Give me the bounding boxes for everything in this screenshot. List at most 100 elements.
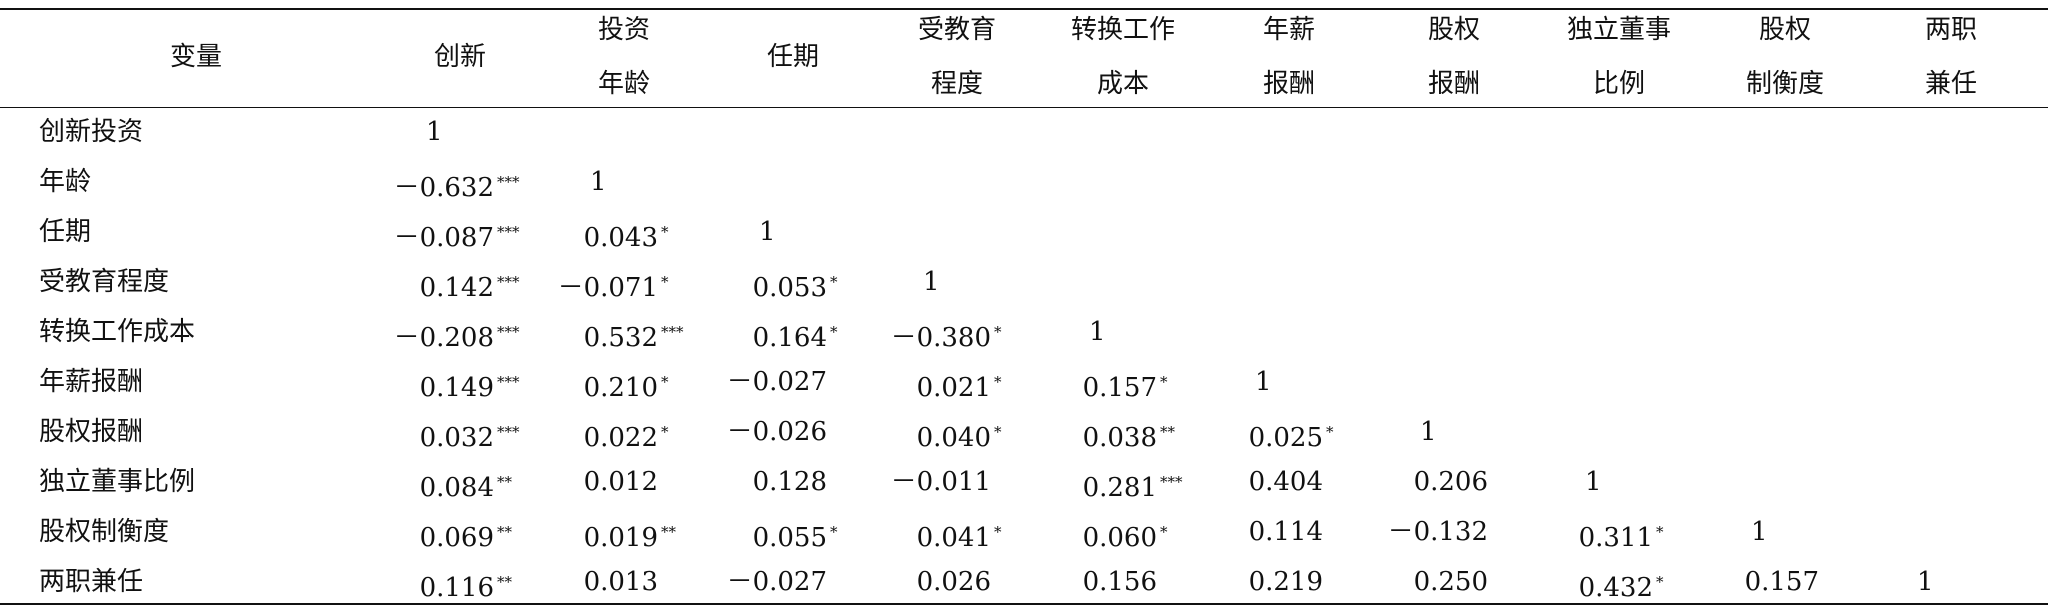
header-cell: 兼任 — [1924, 69, 1977, 99]
significance: * — [1160, 373, 1168, 391]
cell-value: 1 — [1585, 467, 1602, 497]
cell-value: 0.281 — [1082, 473, 1157, 503]
cell-value: 0.019 — [583, 523, 658, 553]
cell-value: 0.219 — [1248, 567, 1323, 597]
header-cell: 独立董事 — [1566, 15, 1671, 45]
header-rule — [0, 107, 2048, 108]
cell-value: 0.012 — [583, 467, 658, 497]
significance: ** — [497, 573, 512, 591]
header-cell: 比例 — [1592, 69, 1645, 99]
cell: 0.128 — [753, 467, 827, 497]
significance: * — [830, 273, 838, 291]
cell: －0.087 *** — [394, 217, 520, 253]
cell: 0.032 *** — [420, 417, 520, 453]
cell-value: －0.632 — [393, 173, 494, 203]
cell: 0.149 *** — [420, 367, 520, 403]
cell-value: 0.156 — [1082, 567, 1157, 597]
cell-value: －0.380 — [890, 323, 991, 353]
cell: 0.055 * — [753, 517, 838, 553]
significance: * — [830, 323, 838, 341]
significance: * — [994, 423, 1002, 441]
cell: 1 — [1917, 567, 1934, 597]
cell: 1 — [923, 267, 940, 297]
cell-value: 0.114 — [1248, 517, 1323, 547]
cell: 0.432 * — [1579, 567, 1664, 603]
cell: －0.632 *** — [394, 167, 520, 203]
significance: * — [1160, 523, 1168, 541]
cell-value: 0.055 — [752, 523, 827, 553]
cell: 1 — [426, 117, 443, 147]
significance: * — [994, 323, 1002, 341]
significance: * — [830, 523, 838, 541]
cell: 0.142 *** — [420, 267, 520, 303]
header-cell: 两职 — [1924, 15, 1977, 45]
header-cell: 程度 — [930, 69, 983, 99]
header-cell: 创新 — [433, 42, 486, 72]
significance: *** — [497, 423, 520, 441]
cell: 1 — [1255, 367, 1272, 397]
significance: * — [1656, 523, 1664, 541]
significance: * — [994, 373, 1002, 391]
significance: *** — [497, 173, 520, 191]
cell: －0.132 — [1388, 517, 1488, 547]
row-label: 独立董事比例 — [39, 467, 196, 497]
cell: 0.043 * — [584, 217, 669, 253]
significance: ** — [497, 523, 512, 541]
cell-value: －0.087 — [393, 223, 494, 253]
significance: *** — [661, 323, 684, 341]
cell-value: 0.060 — [1082, 523, 1157, 553]
cell: －0.208 *** — [394, 317, 520, 353]
header-cell: 年龄 — [597, 69, 650, 99]
cell: 0.114 — [1249, 517, 1323, 547]
cell: 1 — [590, 167, 607, 197]
cell-value: 0.128 — [752, 467, 827, 497]
cell: －0.011 — [891, 467, 991, 497]
cell-value: 0.404 — [1248, 467, 1323, 497]
row-label: 受教育程度 — [39, 267, 170, 297]
cell: 0.206 — [1414, 467, 1488, 497]
significance: * — [661, 223, 669, 241]
significance: *** — [497, 323, 520, 341]
cell: 0.069 ** — [420, 517, 512, 553]
cell: 0.210 * — [584, 367, 669, 403]
top-rule — [0, 8, 2048, 10]
cell-value: 0.432 — [1578, 573, 1653, 603]
cell: －0.027 — [727, 567, 827, 597]
cell-value: －0.208 — [393, 323, 494, 353]
cell: －0.380 * — [891, 317, 1002, 353]
significance: *** — [497, 273, 520, 291]
cell-value: 0.157 — [1744, 567, 1819, 597]
cell: 0.157 — [1745, 567, 1819, 597]
cell: －0.027 — [727, 367, 827, 397]
cell-value: 0.022 — [583, 423, 658, 453]
header-cell: 投资 — [597, 15, 650, 45]
cell-value: 0.210 — [583, 373, 658, 403]
significance: ** — [661, 523, 676, 541]
significance: *** — [497, 373, 520, 391]
significance: * — [661, 373, 669, 391]
cell: 0.084 ** — [420, 467, 512, 503]
cell-value: 1 — [426, 117, 443, 147]
cell: 0.532 *** — [584, 317, 684, 353]
header-cell: 变量 — [169, 42, 222, 72]
row-label: 任期 — [39, 217, 92, 247]
significance: ** — [1160, 423, 1175, 441]
cell: 1 — [1585, 467, 1602, 497]
cell: 0.053 * — [753, 267, 838, 303]
cell-value: 0.116 — [419, 573, 494, 603]
cell: 0.019 ** — [584, 517, 676, 553]
cell: 0.311 * — [1579, 517, 1664, 553]
cell-value: 1 — [1255, 367, 1272, 397]
cell: 0.157 * — [1083, 367, 1168, 403]
header-cell: 报酬 — [1427, 69, 1480, 99]
cell-value: －0.027 — [726, 567, 827, 597]
cell-value: 0.157 — [1082, 373, 1157, 403]
significance: * — [1656, 573, 1664, 591]
cell: 1 — [759, 217, 776, 247]
row-label: 两职兼任 — [39, 567, 144, 597]
cell: 0.021 * — [917, 367, 1002, 403]
cell: －0.071 * — [558, 267, 669, 303]
cell-value: 0.311 — [1578, 523, 1653, 553]
cell-value: 0.041 — [916, 523, 991, 553]
